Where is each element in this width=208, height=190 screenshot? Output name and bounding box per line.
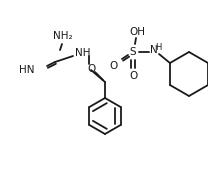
Text: NH₂: NH₂ — [53, 31, 73, 41]
Text: O: O — [88, 64, 96, 74]
Text: S: S — [130, 47, 136, 57]
Text: OH: OH — [129, 27, 145, 37]
Text: HN: HN — [19, 65, 34, 75]
Text: NH: NH — [75, 48, 91, 58]
Text: H: H — [155, 43, 161, 51]
Text: N: N — [150, 45, 158, 55]
Text: O: O — [129, 71, 137, 81]
Text: O: O — [109, 61, 117, 71]
